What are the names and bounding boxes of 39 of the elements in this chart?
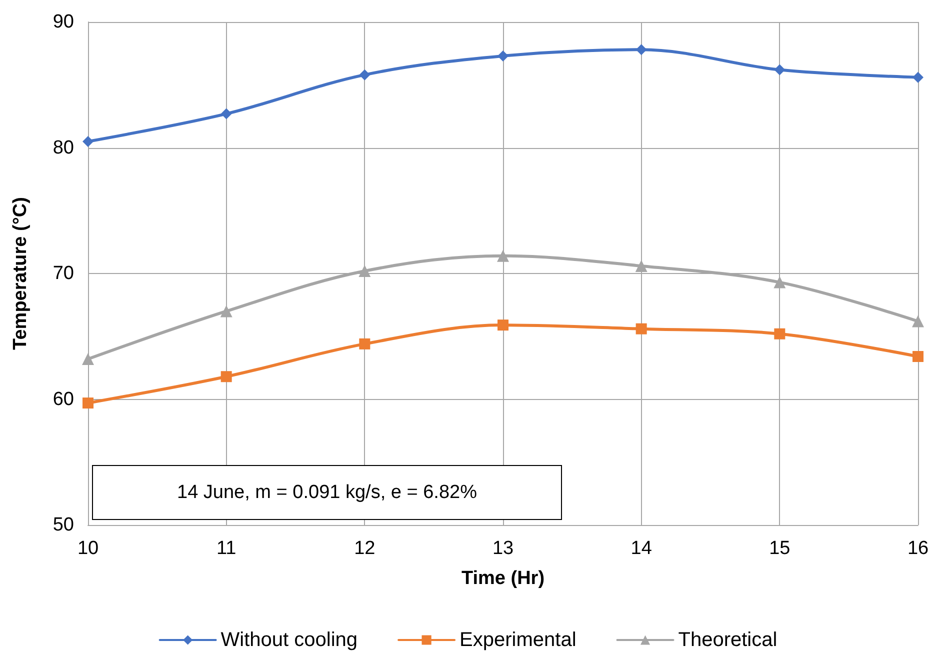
x-tick-label: 14 (630, 538, 652, 559)
point (636, 323, 647, 334)
x-tick-label: 16 (907, 538, 929, 559)
point (82, 353, 94, 366)
point (635, 260, 648, 272)
legend-label: Experimental (460, 629, 576, 651)
point (220, 371, 232, 382)
point (358, 264, 371, 277)
point (359, 69, 370, 80)
point (359, 338, 370, 350)
x-tick-label: 13 (492, 538, 514, 559)
point (912, 72, 924, 83)
point (912, 350, 924, 362)
legend-label: Without cooling (220, 629, 358, 651)
point (912, 315, 924, 328)
y-axis-title: Temperature (°C) (10, 197, 31, 350)
note-box: 14 June, m = 0.091 kg/s, e = 6.82% (92, 465, 562, 520)
point (774, 276, 786, 288)
point (82, 136, 94, 147)
x-tick-label: 12 (354, 538, 376, 559)
point (498, 320, 508, 331)
x-tick-label: 10 (77, 538, 99, 559)
x-axis-title: Time (Hr) (461, 568, 545, 589)
point (774, 64, 786, 76)
point (636, 44, 647, 56)
x-tick-label: 15 (769, 538, 790, 559)
point (497, 250, 509, 262)
y-tick-label: 50 (52, 514, 74, 536)
point (220, 108, 232, 120)
point (774, 328, 786, 340)
y-tick-label: 70 (52, 263, 74, 284)
point (498, 50, 508, 62)
legend-label: Theoretical (678, 629, 778, 651)
y-tick-label: 90 (52, 12, 74, 32)
x-tick-label: 11 (216, 538, 236, 559)
point (82, 398, 94, 409)
y-tick-label: 60 (52, 388, 74, 410)
y-tick-label: 80 (52, 137, 74, 158)
point (220, 305, 232, 318)
